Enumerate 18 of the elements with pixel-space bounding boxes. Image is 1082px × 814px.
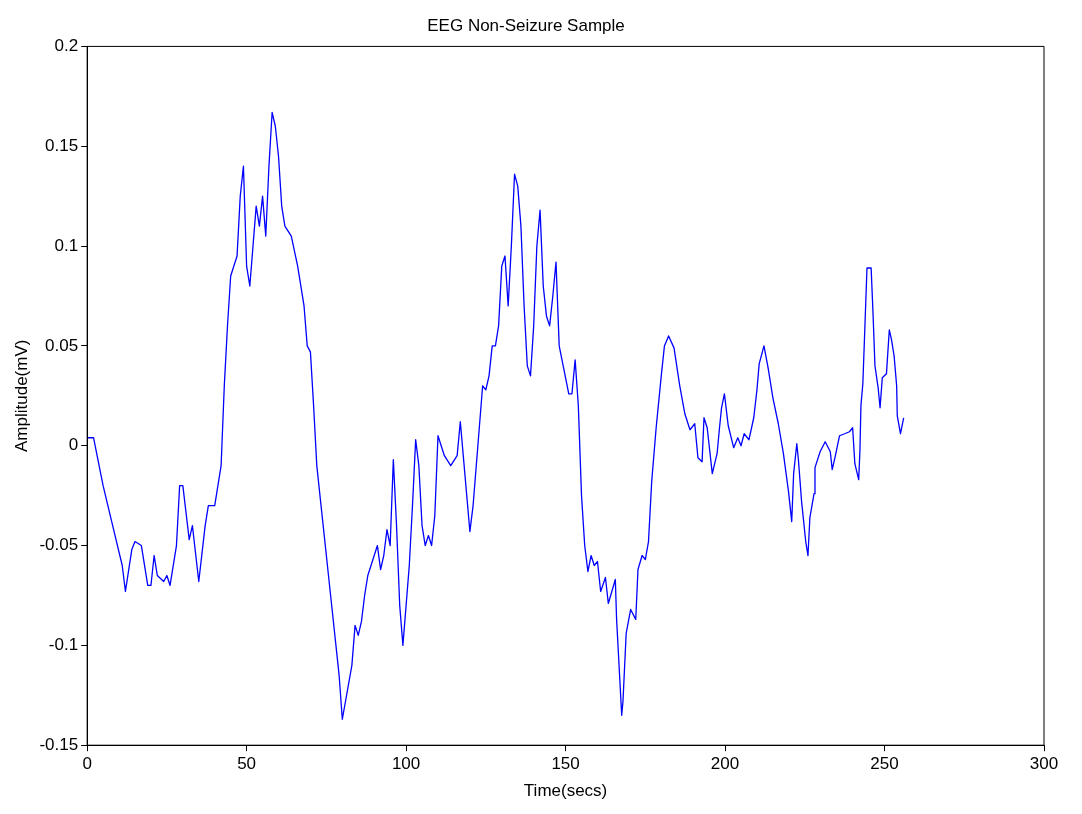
x-tick-label: 0: [82, 754, 92, 774]
y-tick-label: 0.2: [54, 36, 79, 56]
y-tick-label: 0.05: [45, 335, 79, 355]
y-tick-label: -0.05: [39, 535, 79, 555]
chart-title: EEG Non-Seizure Sample: [427, 15, 625, 35]
x-tick-label: 300: [1029, 754, 1059, 774]
x-tick-label: 200: [710, 754, 740, 774]
y-tick-label: 0.1: [54, 235, 79, 255]
x-tick-label: 100: [391, 754, 421, 774]
x-tick-label: 250: [870, 754, 899, 774]
y-axis-title: Amplitude(mV): [11, 339, 31, 453]
x-axis-title: Time(secs): [523, 781, 608, 801]
y-tick-label: -0.1: [48, 635, 79, 655]
y-tick-label: 0: [68, 435, 79, 455]
x-tick-label: 150: [551, 754, 580, 774]
y-tick-label: 0.15: [45, 135, 79, 155]
x-tick-label: 50: [237, 754, 257, 774]
y-tick-label: -0.15: [39, 734, 79, 754]
